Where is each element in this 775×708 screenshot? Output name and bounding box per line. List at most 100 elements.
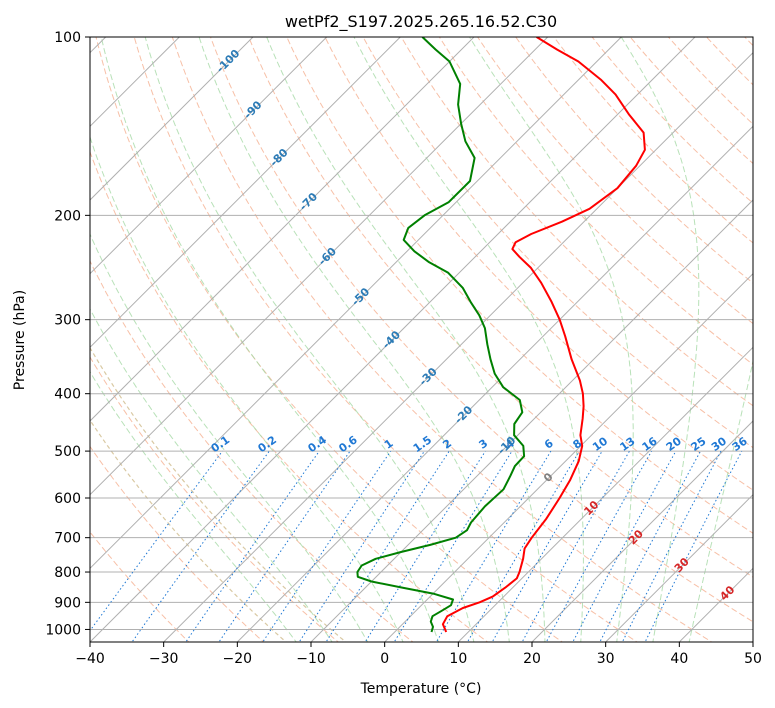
y-tick-label: 600: [54, 491, 81, 507]
moist-adiabat: [90, 232, 369, 642]
y-tick-label: 400: [54, 387, 81, 403]
isotherm-line: [678, 567, 753, 642]
mixing-ratio-line: [466, 450, 580, 642]
dry-adiabat: [90, 356, 340, 642]
dry-adiabat: [90, 150, 489, 642]
isotherm-line: [605, 493, 753, 642]
dry-adiabat: [770, 24, 775, 645]
mixing-ratio-label: 2: [440, 437, 454, 452]
isotherm-line: [163, 51, 753, 642]
y-tick-label: 200: [54, 208, 81, 224]
moist-adiabat: [688, 358, 753, 642]
mixing-ratio-line: [131, 450, 270, 642]
moist-adiabat: [90, 308, 333, 642]
dry-adiabat: [324, 37, 753, 491]
moist-adiabat: [620, 37, 700, 642]
dry-adiabat: [90, 445, 265, 642]
mixing-ratio-line: [262, 450, 392, 642]
dry-adiabat: [438, 37, 753, 366]
mixing-ratio-label: 1.5: [411, 433, 434, 455]
mixing-ratio-line: [185, 450, 320, 642]
isotherm-line: [752, 641, 753, 642]
y-tick-label: 500: [54, 444, 81, 460]
mixing-ratio-line: [393, 450, 513, 642]
isotherm-line: [384, 272, 753, 642]
chart-title: wetPf2_S197.2025.265.16.52.C30: [285, 12, 557, 32]
mixing-ratio-line: [325, 450, 450, 642]
profile-line: [441, 37, 646, 633]
dry-adiabat: [667, 37, 753, 125]
x-tick-label: −30: [149, 651, 179, 667]
dry-adiabat: [591, 37, 753, 204]
y-tick-label: 100: [54, 30, 81, 46]
moist-adiabat: [198, 37, 510, 642]
y-axis: 100 200 300 400 500 600 700 800 900 1000: [45, 30, 90, 638]
profile-line: [356, 37, 526, 633]
x-axis: −40 −30 −20 −10 0 10 20 30 40 50: [75, 642, 762, 667]
dry-adiabat: [286, 37, 753, 534]
isotherm-line: [90, 37, 475, 422]
dry-adiabat: [90, 531, 190, 642]
mixing-ratio-line: [621, 450, 722, 642]
dry-adiabat: [515, 37, 753, 284]
profile-lines: [356, 37, 646, 633]
isotherm-label: -90: [241, 98, 264, 121]
moist-adiabat: [266, 37, 546, 642]
x-tick-label: −40: [75, 651, 105, 667]
isotherm-line: [90, 37, 549, 496]
dry-adiabat: [400, 37, 753, 407]
isotherm-line: [457, 346, 753, 642]
dry-adiabat: [744, 37, 753, 47]
x-tick-label: −20: [223, 651, 253, 667]
x-tick-label: 10: [449, 651, 467, 667]
mixing-ratio-line: [218, 450, 351, 642]
isotherm-label: -30: [417, 365, 440, 388]
y-tick-label: 1000: [45, 622, 81, 638]
dry-adiabat: [90, 259, 414, 642]
moist-adiabat: [90, 370, 297, 642]
x-tick-label: 30: [597, 651, 615, 667]
plot-area: 0.1 0.2 0.4 0.6 1 1.5 2 3 4 6 8 10 13 16 20 25 30 36-100-…: [90, 24, 775, 645]
isotherm-label: 0: [541, 470, 556, 485]
mixing-ratio-label: 0.1: [209, 433, 232, 455]
mixing-ratio-line: [298, 450, 425, 642]
isotherm-line: [90, 37, 254, 201]
isotherm-line: [90, 37, 622, 570]
dry-adiabat: [362, 37, 753, 449]
x-tick-label: 0: [380, 651, 389, 667]
isotherm-line: [90, 37, 696, 642]
background-grid: [90, 24, 775, 645]
moist-adiabat: [144, 37, 475, 642]
x-tick-label: 40: [670, 651, 688, 667]
dry-adiabat: [629, 37, 753, 165]
x-tick-label: −10: [296, 651, 326, 667]
mixing-ratio-line: [364, 450, 486, 642]
x-tick-label: 20: [523, 651, 541, 667]
mixing-ratio-label: 0.4: [306, 433, 330, 455]
mixing-ratio-label: 6: [542, 437, 556, 452]
y-tick-label: 800: [54, 565, 81, 581]
isotherm-line: [310, 199, 753, 642]
isotherm-line: [90, 37, 401, 349]
mixing-ratio-line: [90, 450, 223, 632]
mixing-ratio-line: [599, 450, 701, 642]
moist-adiabat: [353, 37, 584, 642]
y-tick-label: 900: [54, 595, 81, 611]
dry-adiabat: [248, 37, 753, 578]
y-tick-label: 300: [54, 313, 81, 329]
moist-adiabat: [90, 135, 404, 642]
y-tick-label: 700: [54, 531, 81, 547]
mixing-ratio-label: 0.6: [336, 433, 360, 455]
mixing-ratio-label: 3: [477, 437, 491, 452]
isotherm-line: [531, 420, 753, 642]
moist-adiabat: [468, 37, 634, 642]
dry-adiabat: [209, 37, 753, 623]
isotherm-line: [90, 37, 328, 275]
x-axis-title: Temperature (°C): [360, 681, 482, 697]
y-axis-title: Pressure (hPa): [12, 290, 28, 390]
isotherm-line: [236, 125, 753, 642]
mixing-ratio-line: [572, 450, 677, 642]
x-tick-label: 50: [744, 651, 762, 667]
isotherm-label: -60: [316, 245, 339, 268]
